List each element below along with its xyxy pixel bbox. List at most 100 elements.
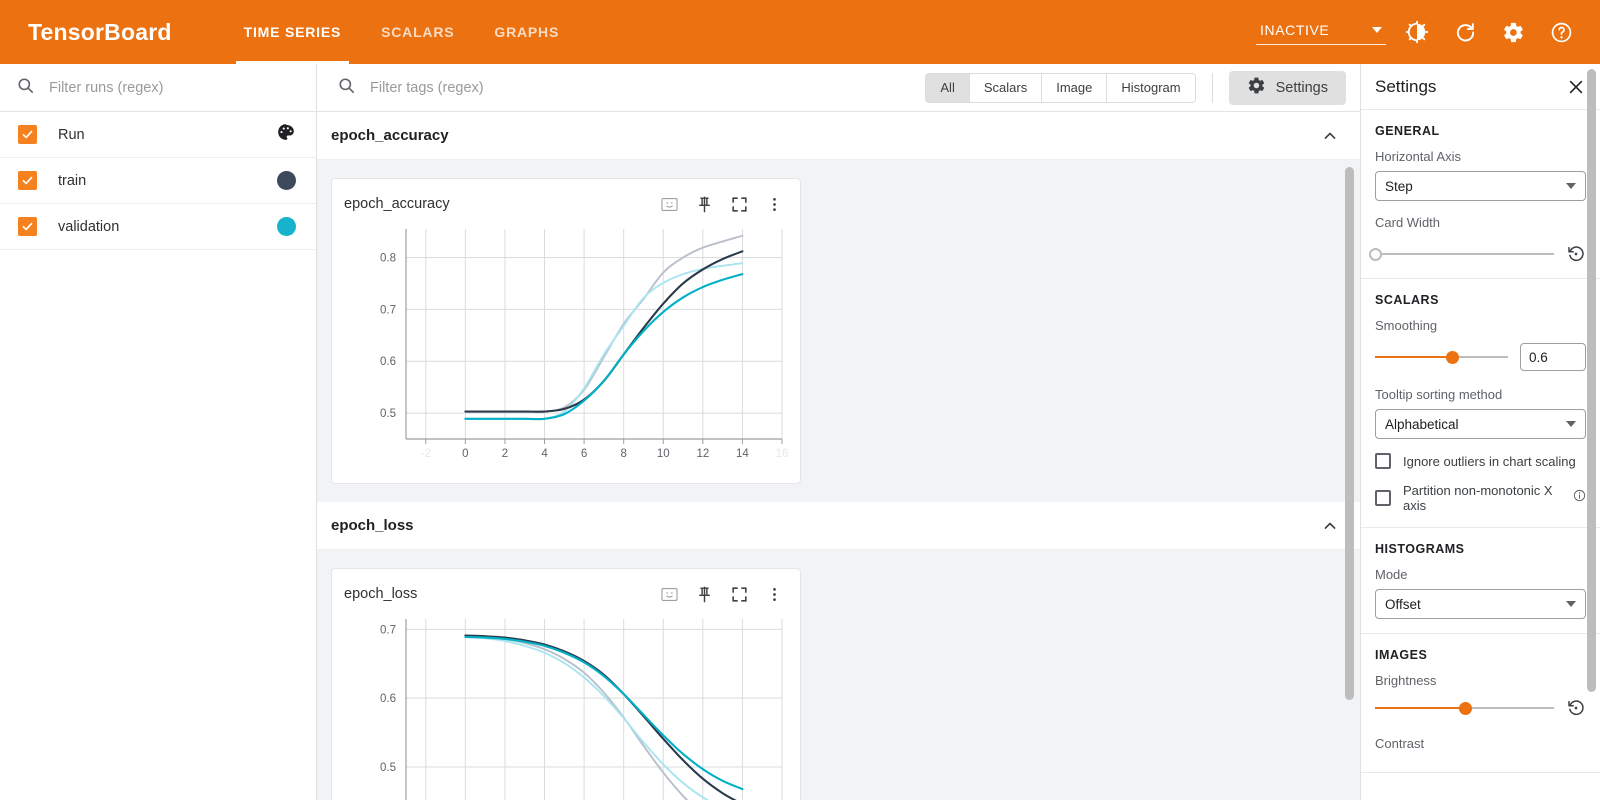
tag-filter-input[interactable]: Filter tags (regex) [370,79,484,96]
settings-section-scalars: SCALARS Smoothing 0.6 Tooltip sorting me… [1361,279,1600,528]
settings-button[interactable]: Settings [1228,70,1346,105]
runs-filter-input[interactable]: Filter runs (regex) [49,79,164,96]
horizontal-axis-select[interactable]: Step [1375,171,1586,201]
run-train-checkbox[interactable] [18,171,37,190]
fullscreen-icon[interactable] [730,195,749,214]
settings-section-histograms: HISTOGRAMS Mode Offset [1361,528,1600,634]
svg-text:0.8: 0.8 [380,253,396,265]
svg-text:0.6: 0.6 [380,356,396,368]
histogram-mode-label: Mode [1375,567,1408,582]
run-header-checkbox[interactable] [18,125,37,144]
chart-card-epoch-accuracy[interactable]: epoch_accuracy [331,178,801,484]
card-width-slider[interactable] [1369,247,1554,261]
reset-icon[interactable] [1566,698,1586,718]
top-app-bar: TensorBoard TIME SERIES SCALARS GRAPHS I… [0,0,1600,64]
run-row-validation[interactable]: validation [0,204,316,250]
svg-text:12: 12 [696,448,709,460]
settings-histograms-heading: HISTOGRAMS [1375,542,1465,556]
svg-text:10: 10 [657,448,670,460]
main-tabs: TIME SERIES SCALARS GRAPHS [224,0,579,64]
chevron-down-icon [1566,421,1576,427]
fullscreen-icon[interactable] [730,585,749,604]
run-validation-color-swatch[interactable] [277,217,296,236]
toggle-scalars[interactable]: Scalars [969,73,1043,102]
svg-text:-2: -2 [421,448,431,460]
run-header-label: Run [58,126,85,143]
brightness-icon[interactable] [1400,15,1434,49]
help-icon[interactable] [1544,15,1578,49]
chart-card-epoch-loss[interactable]: epoch_loss [331,568,801,800]
section-header-epoch-accuracy[interactable]: epoch_accuracy [317,112,1360,160]
histogram-mode-value: Offset [1385,596,1421,612]
chevron-down-icon [1566,601,1576,607]
dashboard-scrollbar[interactable] [1345,167,1354,700]
brightness-slider[interactable] [1375,701,1554,715]
partition-x-axis-checkbox[interactable] [1375,490,1391,506]
partition-x-axis-row[interactable]: Partition non-monotonic X axis [1375,483,1586,513]
chart-card-title: epoch_loss [344,586,418,602]
settings-scalars-heading: SCALARS [1375,293,1439,307]
svg-text:0.6: 0.6 [380,693,396,705]
tooltip-sort-select[interactable]: Alphabetical [1375,409,1586,439]
pin-icon[interactable] [695,585,714,604]
dashboard-scroll-area[interactable]: epoch_accuracy epoch_accuracy [317,112,1360,800]
tab-scalars[interactable]: SCALARS [381,24,455,40]
slider-thumb[interactable] [1369,248,1382,261]
refresh-icon[interactable] [1448,15,1482,49]
settings-general-heading: GENERAL [1375,124,1440,138]
brand-title: TensorBoard [28,18,172,45]
toggle-histogram[interactable]: Histogram [1107,73,1195,102]
section-header-epoch-loss[interactable]: epoch_loss [317,502,1360,550]
data-table-icon[interactable] [660,195,679,214]
palette-icon[interactable] [276,122,296,147]
ignore-outliers-checkbox[interactable] [1375,453,1391,469]
chevron-up-icon[interactable] [1320,126,1340,146]
gear-icon [1247,76,1266,99]
run-row-train[interactable]: train [0,158,316,204]
smoothing-slider[interactable] [1375,350,1508,364]
chart-card-header: epoch_accuracy [344,189,788,219]
chart-plot-epoch-accuracy[interactable]: -2 0 2 4 6 8 10 12 14 16 0.5 0.6 0.7 0.8 [344,219,788,475]
settings-section-general: GENERAL Horizontal Axis Step Card Width [1361,110,1600,279]
more-vert-icon[interactable] [765,585,784,604]
tab-time-series[interactable]: TIME SERIES [224,0,361,64]
chevron-up-icon[interactable] [1320,516,1340,536]
histogram-mode-select[interactable]: Offset [1375,589,1586,619]
tag-filter-row[interactable]: Filter tags (regex) [337,76,925,100]
settings-gear-icon[interactable] [1496,15,1530,49]
main-region: Filter tags (regex) All Scalars Image Hi… [317,64,1600,800]
toggle-all[interactable]: All [926,73,970,102]
svg-text:16: 16 [776,448,789,460]
reload-status-select[interactable]: INACTIVE [1256,20,1386,45]
pin-icon[interactable] [695,195,714,214]
svg-text:14: 14 [736,448,749,460]
data-table-icon[interactable] [660,585,679,604]
smoothing-value-input[interactable]: 0.6 [1520,343,1586,371]
runs-filter-row[interactable]: Filter runs (regex) [0,64,316,112]
run-train-color-swatch[interactable] [277,171,296,190]
svg-text:0.5: 0.5 [380,762,396,774]
run-row-header[interactable]: Run [0,112,316,158]
info-icon[interactable] [1573,489,1586,507]
close-icon[interactable] [1566,77,1586,97]
more-vert-icon[interactable] [765,195,784,214]
toggle-image[interactable]: Image [1042,73,1108,102]
app-body: Filter runs (regex) Run [0,64,1600,800]
run-validation-checkbox[interactable] [18,217,37,236]
search-icon [337,76,356,100]
smoothing-row: 0.6 [1375,343,1586,371]
settings-button-label: Settings [1275,79,1328,96]
settings-panel: Settings GENERAL Horizontal Axis Step [1360,64,1600,800]
chevron-down-icon [1566,183,1576,189]
slider-track [1375,253,1554,255]
slider-thumb[interactable] [1458,702,1472,715]
svg-text:0.7: 0.7 [380,624,396,636]
tab-graphs[interactable]: GRAPHS [494,24,560,40]
ignore-outliers-row[interactable]: Ignore outliers in chart scaling [1375,453,1586,469]
slider-thumb[interactable] [1446,351,1460,364]
settings-panel-body[interactable]: GENERAL Horizontal Axis Step Card Width [1361,110,1600,800]
settings-panel-scrollbar[interactable] [1587,69,1596,692]
reset-icon[interactable] [1566,244,1586,264]
